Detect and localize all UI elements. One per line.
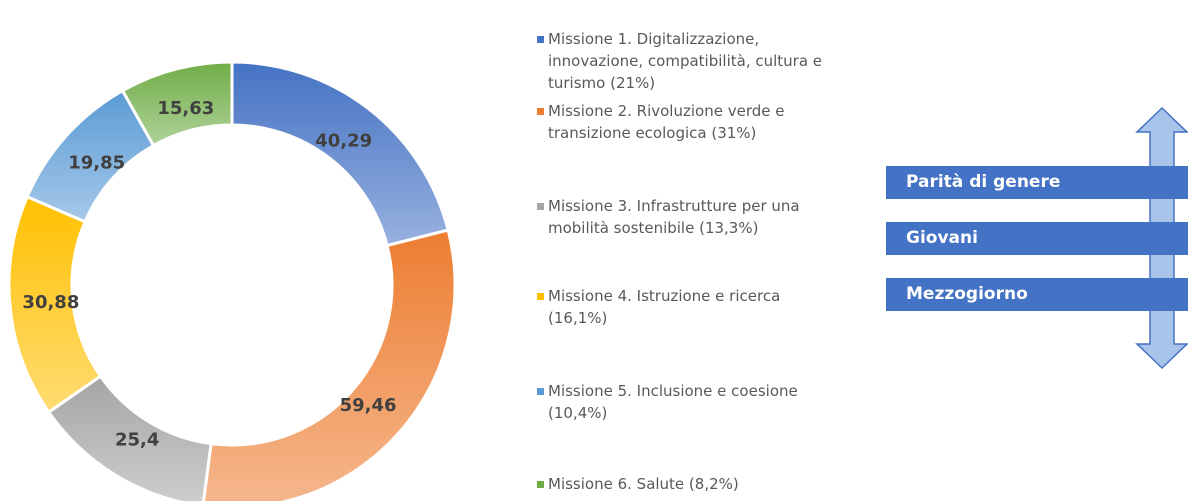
legend-swatch: [537, 108, 544, 115]
legend-label: Missione 3. Infrastrutture per una mobil…: [548, 197, 800, 237]
legend-item: Missione 3. Infrastrutture per una mobil…: [537, 195, 838, 239]
donut-slice: [202, 228, 457, 501]
legend-swatch: [537, 388, 544, 395]
legend-item: Missione 4. Istruzione e ricerca (16,1%): [537, 285, 838, 329]
data-label: 40,29: [315, 130, 372, 151]
legend-item: Missione 1. Digitalizzazione, innovazion…: [537, 28, 838, 94]
priority-bar: Parità di genere: [886, 166, 1188, 199]
donut-slice: [230, 60, 450, 248]
legend-label: Missione 6. Salute (8,2%): [548, 475, 739, 493]
data-label: 59,46: [340, 395, 397, 416]
legend-swatch: [537, 203, 544, 210]
legend-label: Missione 4. Istruzione e ricerca (16,1%): [548, 287, 781, 327]
priority-bar: Giovani: [886, 222, 1188, 255]
legend-label: Missione 5. Inclusione e coesione (10,4%…: [548, 382, 798, 422]
legend-label: Missione 1. Digitalizzazione, innovazion…: [548, 30, 823, 92]
priority-bar: Mezzogiorno: [886, 278, 1188, 311]
data-label: 25,4: [115, 429, 159, 450]
legend-swatch: [537, 36, 544, 43]
legend-label: Missione 2. Rivoluzione verde e transizi…: [548, 102, 785, 142]
data-label: 19,85: [68, 152, 125, 173]
legend-item: Missione 6. Salute (8,2%): [537, 473, 838, 495]
legend-item: Missione 5. Inclusione e coesione (10,4%…: [537, 380, 838, 424]
legend-swatch: [537, 293, 544, 300]
data-label: 15,63: [157, 98, 214, 119]
legend-item: Missione 2. Rivoluzione verde e transizi…: [537, 100, 838, 144]
legend-swatch: [537, 481, 544, 488]
data-label: 30,88: [22, 292, 79, 313]
donut-slice: [120, 60, 234, 148]
